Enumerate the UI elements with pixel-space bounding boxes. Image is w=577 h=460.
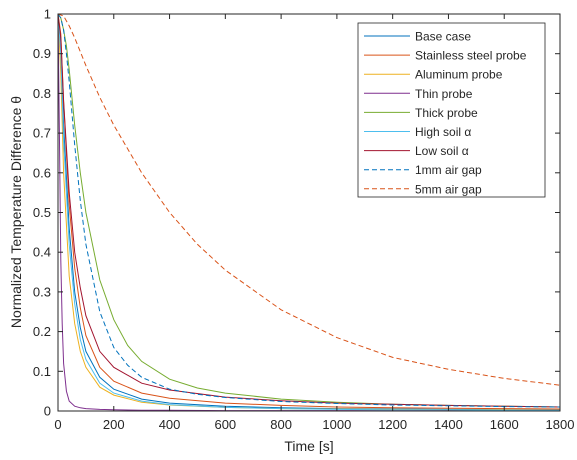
series-line-6 xyxy=(57,13,561,408)
y-axis-label: Normalized Temperature Difference θ xyxy=(8,96,24,328)
x-tick-label-0: 0 xyxy=(54,417,61,432)
legend-label-7: 1mm air gap xyxy=(415,163,482,177)
y-tick-label-10: 1 xyxy=(44,7,51,22)
y-tick-label-2: 0.2 xyxy=(33,324,51,339)
series-line-8 xyxy=(57,13,561,386)
y-tick-label-1: 0.1 xyxy=(33,364,51,379)
legend-label-4: Thick probe xyxy=(415,106,478,120)
y-tick-label-8: 0.8 xyxy=(33,86,51,101)
x-axis-label: Time [s] xyxy=(284,438,333,454)
x-tick-label-2: 400 xyxy=(159,417,181,432)
series-line-5 xyxy=(57,13,560,411)
legend-label-5: High soil α xyxy=(415,125,471,139)
x-tick-label-7: 1400 xyxy=(434,417,463,432)
y-tick-labels: 0 0.1 0.2 0.3 0.4 0.5 0.6 0.7 0.8 0.9 1 xyxy=(33,7,51,419)
y-tick-label-5: 0.5 xyxy=(33,205,51,220)
x-tick-label-1: 200 xyxy=(103,417,125,432)
y-tick-label-4: 0.4 xyxy=(33,245,51,260)
x-tick-label-6: 1200 xyxy=(378,417,407,432)
x-tick-label-4: 800 xyxy=(270,417,292,432)
legend-label-3: Thin probe xyxy=(415,87,473,101)
y-tick-label-9: 0.9 xyxy=(33,46,51,61)
y-tick-label-6: 0.6 xyxy=(33,165,51,180)
x-tick-label-3: 600 xyxy=(214,417,236,432)
legend-box xyxy=(357,22,546,198)
series-lines xyxy=(57,13,561,412)
legend-label-0: Base case xyxy=(415,30,471,44)
legend-label-2: Aluminum probe xyxy=(415,68,503,82)
legend-label-1: Stainless steel probe xyxy=(415,49,527,63)
x-tick-label-8: 1600 xyxy=(490,417,519,432)
x-tick-label-5: 1000 xyxy=(322,417,351,432)
legend-label-8: 5mm air gap xyxy=(415,182,482,196)
legend-label-6: Low soil α xyxy=(415,144,469,158)
x-tick-label-9: 1800 xyxy=(546,417,575,432)
series-line-7 xyxy=(57,13,561,408)
y-tick-label-0: 0 xyxy=(44,404,51,419)
y-tick-label-7: 0.7 xyxy=(33,126,51,141)
legend: Base case Stainless steel probe Aluminum p… xyxy=(357,22,546,198)
x-tick-labels: 0 200 400 600 800 1000 1200 1400 1600 1800 xyxy=(54,417,574,432)
plot-frame xyxy=(57,13,561,412)
y-tick-label-3: 0.3 xyxy=(33,284,51,299)
series-line-1 xyxy=(57,13,561,410)
